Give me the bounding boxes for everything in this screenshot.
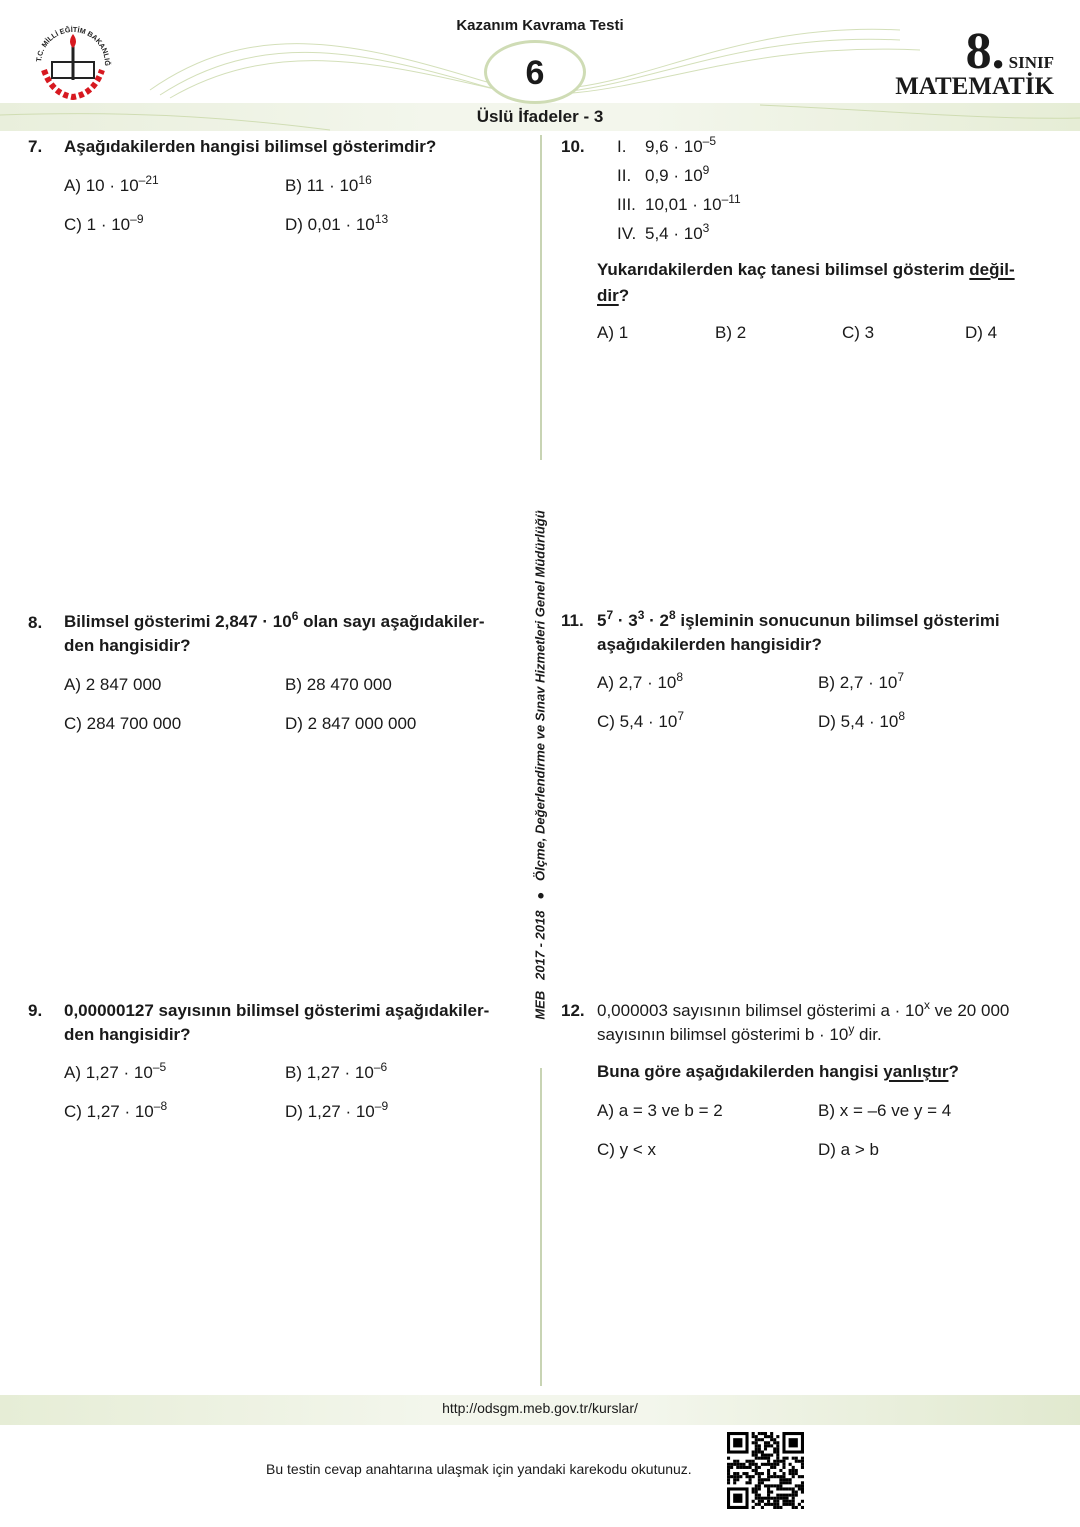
option-c[interactable]: C) y < x [597, 1140, 657, 1159]
question-number: 8. [28, 613, 43, 632]
question-stem: Yukarıdakilerden kaç tanesi bilimsel gös… [597, 260, 1015, 305]
question-stem: 0,00000127 sayısının bilimsel gösterimi … [64, 1001, 490, 1044]
question-number: 10. [561, 137, 585, 156]
option-b[interactable]: B) 1,27 · 10–6 [285, 1060, 388, 1082]
question-stem: 0,000003 sayısının bilimsel gösterimi a … [597, 998, 1010, 1044]
qr-code-icon[interactable] [727, 1432, 804, 1509]
question-prompt: Buna göre aşağıdakilerden hangisi yanlış… [597, 1062, 959, 1081]
statement-item: III. 10,01 · 10–11 [617, 192, 741, 214]
footer-band [0, 1395, 1080, 1425]
option-c[interactable]: C) 3 [842, 323, 875, 342]
option-a[interactable]: A) 1,27 · 10–5 [64, 1060, 167, 1082]
subject-title: MATEMATİK [895, 73, 1054, 100]
grade-subject: 8. SINIF MATEMATİK [895, 23, 1054, 100]
question-number: 11. [561, 611, 584, 630]
option-d[interactable]: D) 4 [965, 323, 998, 342]
option-b[interactable]: B) 2 [715, 323, 747, 342]
question-stem: 57 · 33 · 28 işleminin sonucunun bilimse… [597, 608, 1000, 654]
option-d[interactable]: D) 1,27 · 10–9 [285, 1099, 389, 1121]
option-d[interactable]: D) 0,01 · 1013 [285, 212, 389, 234]
option-a[interactable]: A) 10 · 10–21 [64, 173, 159, 195]
option-b[interactable]: B) 11 · 1016 [285, 173, 372, 195]
option-c[interactable]: C) 284 700 000 [64, 714, 182, 733]
option-d[interactable]: D) 2 847 000 000 [285, 714, 417, 733]
option-b[interactable]: B) 2,7 · 107 [818, 670, 905, 692]
option-c[interactable]: C) 1,27 · 10–8 [64, 1099, 168, 1121]
option-d[interactable]: D) a > b [818, 1140, 879, 1159]
option-d[interactable]: D) 5,4 · 108 [818, 709, 905, 731]
statement-item: II. 0,9 · 109 [617, 163, 710, 185]
test-type: Kazanım Kavrama Testi [456, 17, 624, 34]
grade-label: SINIF [1008, 53, 1054, 72]
option-c[interactable]: C) 5,4 · 107 [597, 709, 684, 731]
topic-title: Üslü İfadeler - 3 [476, 107, 604, 126]
option-b[interactable]: B) 28 470 000 [285, 675, 392, 694]
grade-number: 8 [965, 23, 992, 80]
option-c[interactable]: C) 1 · 10–9 [64, 212, 144, 234]
column-divider [540, 1068, 542, 1386]
statement-item: I. 9,6 · 10–5 [617, 134, 717, 156]
option-a[interactable]: A) 1 [597, 323, 629, 342]
option-b[interactable]: B) x = –6 ve y = 4 [818, 1101, 952, 1120]
test-number-badge: 6 [484, 40, 586, 104]
footer-url-link[interactable]: http://odsgm.meb.gov.tr/kurslar/ [442, 1400, 638, 1416]
column-divider [540, 135, 542, 460]
header-band [0, 103, 1080, 131]
side-org-text: MEB 2017 - 2018 ● Ölçme, Değerlendirme v… [532, 510, 548, 1020]
ministry-logo: T.C. MİLLİ EĞİTİM BAKANLIĞI [32, 18, 112, 100]
option-a[interactable]: A) 2,7 · 108 [597, 670, 684, 692]
question-number: 7. [28, 137, 43, 156]
statement-item: IV. 5,4 · 103 [617, 221, 710, 243]
option-a[interactable]: A) 2 847 000 [64, 675, 162, 694]
question-stem: Bilimsel gösterimi 2,847 · 106 olan sayı… [64, 609, 485, 655]
question-number: 12. [561, 1001, 585, 1020]
option-a[interactable]: A) a = 3 ve b = 2 [597, 1101, 723, 1120]
question-number: 9. [28, 1001, 43, 1020]
footer-note: Bu testin cevap anahtarına ulaşmak için … [266, 1461, 692, 1477]
question-stem: Aşağıdakilerden hangisi bilimsel gösteri… [64, 137, 437, 156]
